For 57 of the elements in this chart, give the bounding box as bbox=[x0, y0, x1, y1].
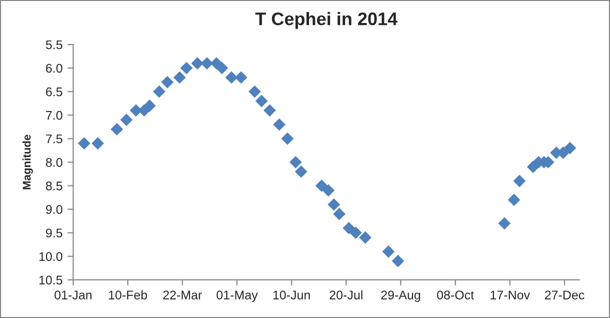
point bbox=[508, 194, 520, 206]
point bbox=[498, 217, 511, 230]
point bbox=[248, 85, 261, 98]
point bbox=[294, 165, 308, 178]
x-tick-label: 27-Dec bbox=[544, 290, 584, 300]
point bbox=[234, 71, 248, 84]
point bbox=[513, 174, 526, 188]
point bbox=[564, 142, 576, 154]
point bbox=[110, 123, 124, 136]
point bbox=[173, 71, 186, 84]
point bbox=[382, 245, 395, 258]
point bbox=[78, 137, 90, 150]
point bbox=[333, 208, 346, 220]
point bbox=[152, 85, 166, 98]
point bbox=[161, 76, 174, 88]
point bbox=[315, 180, 328, 192]
x-tick-label: 01-May bbox=[216, 290, 258, 302]
y-tick-label: 6.0 bbox=[46, 64, 62, 73]
point bbox=[322, 184, 335, 197]
point bbox=[255, 94, 268, 108]
x-tick-label: 10-Feb bbox=[108, 290, 148, 300]
point bbox=[281, 132, 294, 145]
point bbox=[328, 198, 340, 211]
point bbox=[349, 226, 362, 239]
point bbox=[392, 254, 404, 268]
y-tick-label: 8.5 bbox=[46, 182, 62, 190]
y-axis-title: Magnitude bbox=[22, 134, 33, 190]
point bbox=[92, 137, 104, 150]
point bbox=[120, 114, 133, 126]
x-tick-label: 29-Aug bbox=[381, 290, 420, 302]
point bbox=[359, 231, 372, 244]
point bbox=[143, 99, 156, 112]
point bbox=[191, 57, 204, 70]
y-tick-label: 10.0 bbox=[39, 252, 62, 261]
point bbox=[200, 57, 214, 70]
point bbox=[180, 62, 193, 74]
point bbox=[225, 71, 238, 84]
point bbox=[342, 222, 356, 234]
x-tick-label: 17-Nov bbox=[490, 290, 530, 300]
point bbox=[216, 62, 228, 74]
point bbox=[289, 156, 302, 168]
y-tick-label: 9.5 bbox=[46, 228, 62, 238]
y-tick-label: 8.0 bbox=[46, 158, 62, 167]
x-tick-label: 08-Oct bbox=[437, 290, 474, 300]
y-tick-label: 9.0 bbox=[46, 205, 62, 214]
y-tick-label: 6.5 bbox=[46, 87, 62, 96]
x-tick-label: 22-Mar bbox=[163, 290, 202, 300]
y-tick-label: 7.0 bbox=[46, 110, 62, 120]
point bbox=[273, 118, 286, 131]
chart-title: T Cephei in 2014 bbox=[255, 12, 398, 29]
y-tick-label: 10.5 bbox=[39, 276, 62, 284]
x-tick-label: 01-Jan bbox=[54, 290, 92, 300]
y-tick-label: 5.5 bbox=[46, 40, 62, 50]
x-tick-label: 10-Jun bbox=[273, 290, 310, 300]
y-tick-label: 7.5 bbox=[46, 134, 62, 144]
point bbox=[264, 104, 276, 117]
x-tick-label: 20-Jul bbox=[330, 290, 362, 300]
